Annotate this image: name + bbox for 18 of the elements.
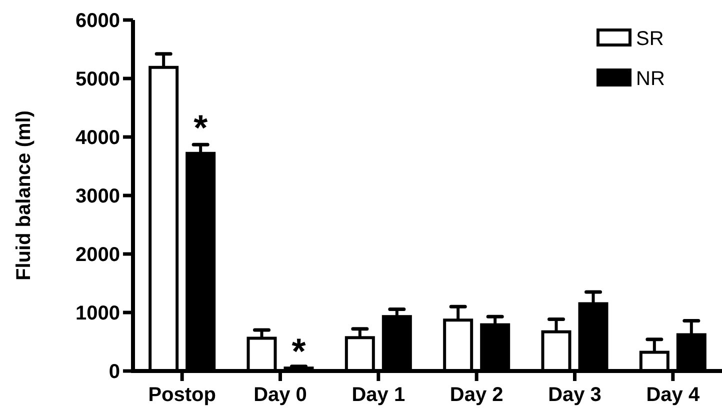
annotation: * [194, 106, 208, 148]
annotation: * [292, 330, 306, 372]
x-tick-label: Day 1 [352, 384, 406, 406]
x-tick-label: Day 0 [254, 384, 307, 406]
y-tick-label: 1000 [76, 302, 120, 324]
y-tick-label: 2000 [76, 244, 120, 266]
y-tick-label: 4000 [76, 127, 120, 149]
y-tick-label: 3000 [76, 186, 120, 208]
y-tick-label: 5000 [76, 68, 120, 90]
x-tick-label: Day 3 [548, 384, 602, 406]
y-tick-label: 0 [108, 361, 120, 383]
legend-label: SR [636, 28, 664, 50]
x-tick-label: Postop [148, 384, 216, 406]
legend-label: NR [636, 68, 665, 90]
x-tick-label: Day 2 [450, 384, 504, 406]
y-tick-label: 6000 [76, 10, 120, 32]
x-tick-label: Day 4 [646, 384, 700, 406]
y-axis-title: Fluid balance (ml) [13, 110, 35, 281]
